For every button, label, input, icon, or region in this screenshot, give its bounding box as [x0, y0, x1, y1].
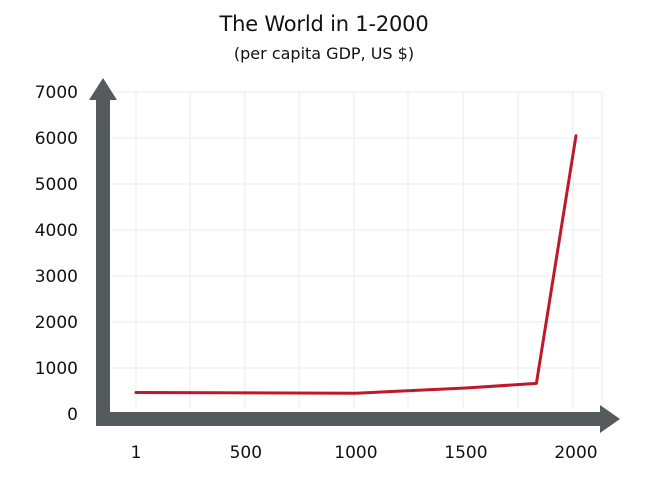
y-tick-label: 3000 — [35, 267, 78, 287]
x-tick-labels: 1 500 1000 1500 2000 — [131, 443, 598, 463]
y-tick-label: 4000 — [35, 221, 78, 241]
x-tick-label: 2000 — [554, 443, 597, 463]
y-axis-arrow — [89, 78, 117, 100]
chart-title: The World in 1-2000 — [219, 12, 429, 36]
x-tick-label: 500 — [230, 443, 262, 463]
series-layer — [134, 134, 578, 395]
y-tick-labels: 0 1000 2000 3000 4000 5000 6000 7000 — [35, 83, 78, 425]
x-tick-label: 1 — [131, 443, 142, 463]
y-axis — [96, 98, 110, 426]
x-axis-arrow — [600, 405, 620, 433]
x-axis — [96, 412, 602, 426]
grid-lines — [112, 91, 603, 408]
y-tick-label: 5000 — [35, 175, 78, 195]
y-tick-label: 2000 — [35, 313, 78, 333]
y-tick-label: 6000 — [35, 129, 78, 149]
x-tick-label: 1500 — [444, 443, 487, 463]
axes — [89, 78, 620, 433]
chart-subtitle: (per capita GDP, US $) — [233, 44, 415, 63]
y-tick-label: 0 — [67, 405, 78, 425]
series-line-0 — [134, 134, 578, 395]
y-tick-label: 7000 — [35, 83, 78, 103]
y-tick-label: 1000 — [35, 359, 78, 379]
x-tick-label: 1000 — [334, 443, 377, 463]
